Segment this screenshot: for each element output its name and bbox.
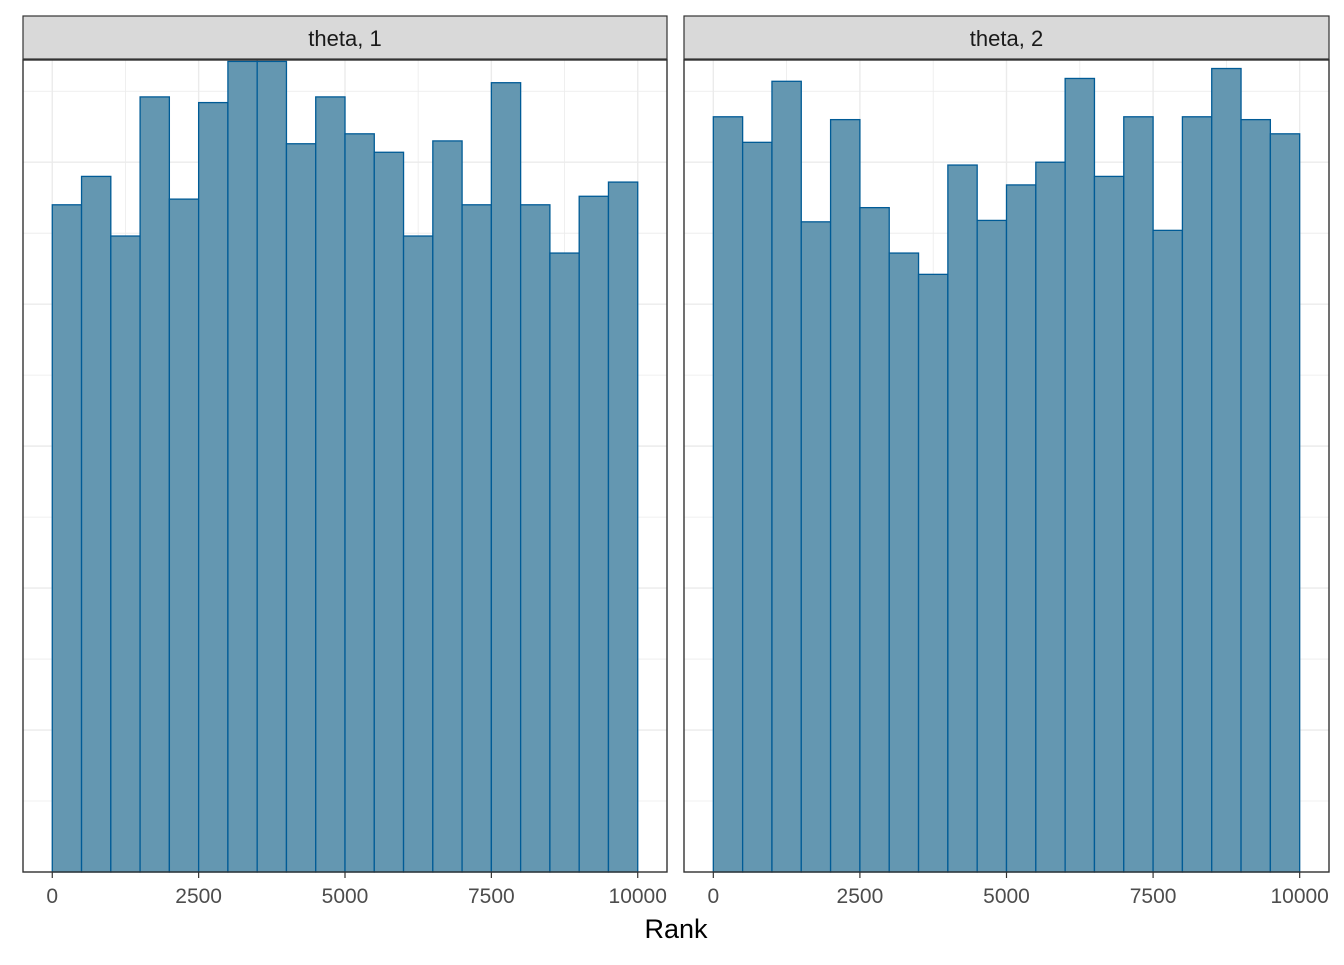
histogram-bar	[139, 96, 171, 873]
histogram-bar	[607, 181, 639, 873]
x-tick-label: 7500	[468, 885, 515, 908]
panel-1: theta, 1 0 2500 5000 7500 10000	[22, 15, 668, 908]
histogram-bar	[1240, 118, 1272, 873]
histogram-bar	[227, 60, 258, 873]
histogram-bar	[519, 204, 551, 873]
histogram-bar	[344, 133, 375, 873]
histogram-bar	[315, 96, 346, 873]
histogram-bar	[976, 219, 1008, 873]
x-tick-label: 10000	[1270, 885, 1328, 908]
histogram-bar	[432, 140, 463, 873]
histogram-bar	[888, 252, 920, 873]
histogram-bar	[947, 164, 978, 873]
histogram-bar	[256, 60, 288, 873]
histogram-bar	[771, 80, 802, 873]
x-tick-label: 7500	[1130, 885, 1177, 908]
histogram-bar	[829, 118, 861, 873]
x-tick-label: 10000	[609, 885, 667, 908]
facet-strip	[683, 15, 1330, 60]
histogram-bar	[1123, 116, 1154, 873]
histogram-bar	[80, 175, 112, 873]
histogram-bar	[1064, 77, 1096, 873]
histogram-bar	[197, 101, 229, 873]
histogram-bar	[1269, 133, 1301, 873]
histogram-bar	[578, 195, 610, 873]
panels-layer: theta, 1 0 2500 5000 7500 10000 theta, 2 0 2500 5…	[22, 15, 1330, 908]
histogram-bar	[110, 235, 141, 873]
histogram-bar	[1211, 67, 1242, 873]
histogram-bar	[51, 204, 83, 873]
histogram-bar	[800, 221, 832, 873]
histogram-bar	[1005, 184, 1037, 873]
x-tick-label: 2500	[175, 885, 222, 908]
histogram-bar	[712, 116, 744, 873]
x-axis-title: Rank	[644, 914, 708, 944]
histogram-bar	[549, 252, 580, 873]
x-tick-label: 0	[707, 885, 719, 908]
histogram-bar	[917, 273, 949, 873]
histogram-bar	[1035, 161, 1066, 873]
histogram-bar	[1152, 229, 1184, 873]
histogram-bar	[1181, 116, 1213, 873]
x-tick-label: 0	[46, 885, 58, 908]
panel-2: theta, 2 0 2500 5000 7500 10000	[683, 15, 1330, 908]
histogram-bar	[859, 206, 890, 873]
histogram-bar	[285, 143, 317, 873]
x-tick-label: 5000	[983, 885, 1030, 908]
x-tick-label: 2500	[837, 885, 884, 908]
facet-strip	[22, 15, 668, 60]
histogram-bar	[490, 82, 522, 873]
facet-strip-label: theta, 1	[308, 26, 381, 51]
histogram-bar	[373, 151, 405, 873]
histogram-bar	[168, 198, 200, 873]
histogram-bar	[402, 235, 434, 873]
histogram-bar	[741, 141, 773, 873]
facet-strip-label: theta, 2	[970, 26, 1043, 51]
x-tick-label: 5000	[322, 885, 369, 908]
histogram-bar	[1093, 175, 1125, 873]
histogram-bar	[461, 204, 493, 873]
